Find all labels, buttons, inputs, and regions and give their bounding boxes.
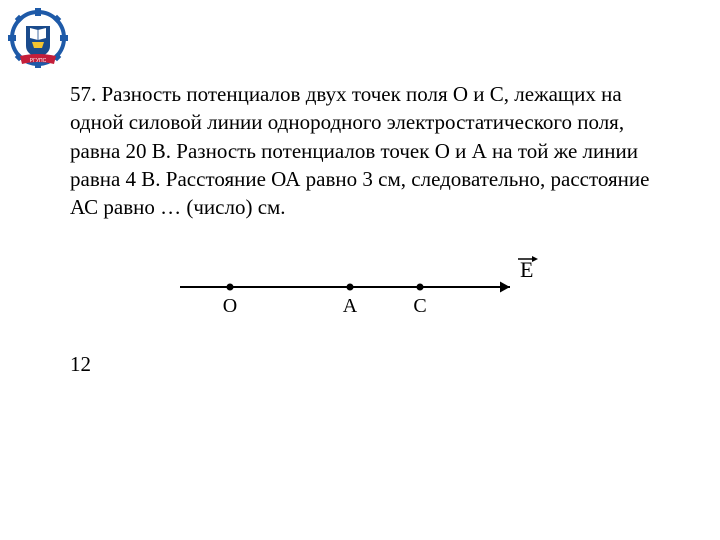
problem-text: 57. Разность потенциалов двух точек поля… [70, 80, 660, 222]
svg-text:C: C [413, 295, 426, 317]
logo-text: РГУПС [30, 58, 47, 64]
svg-text:A: A [343, 295, 358, 317]
svg-text:O: O [223, 295, 237, 317]
answer-value: 12 [70, 352, 660, 377]
content-area: 57. Разность потенциалов двух точек поля… [70, 80, 660, 377]
university-logo: РГУПС [8, 8, 93, 68]
svg-text:E: E [520, 257, 533, 282]
field-line-diagram: O A C E [170, 247, 550, 332]
